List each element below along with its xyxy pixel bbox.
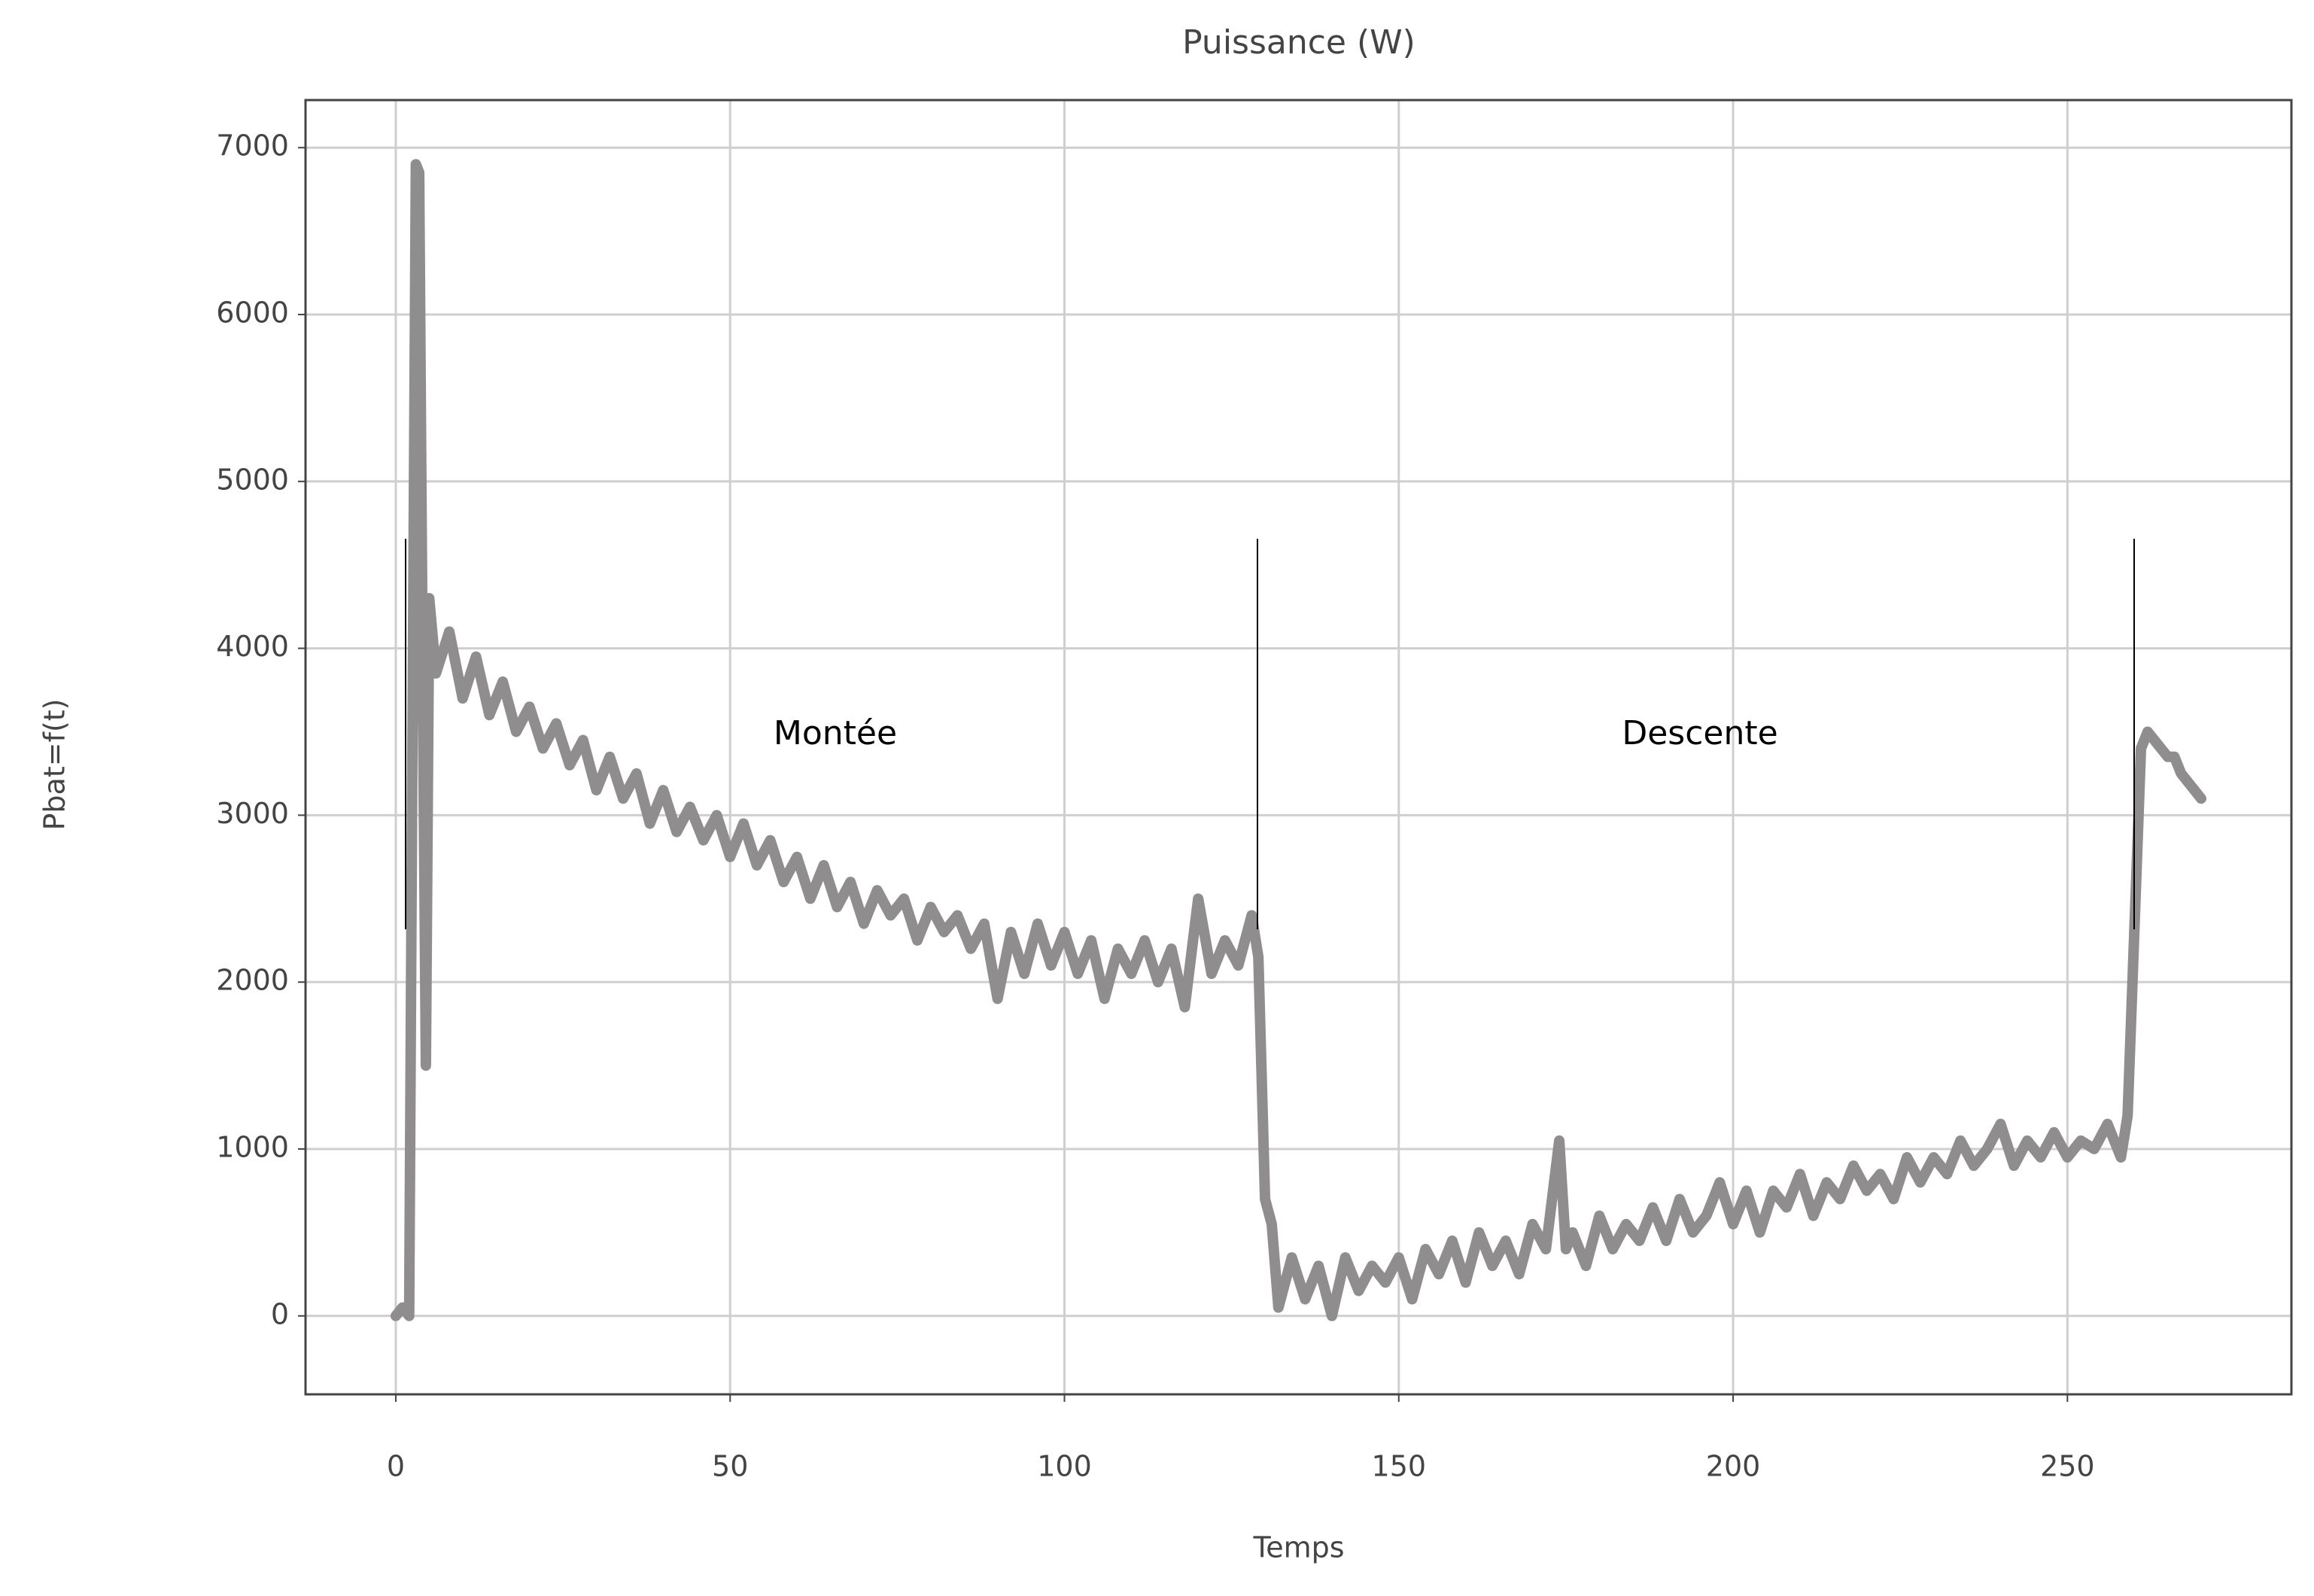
chart-title: Puissance (W) (1182, 23, 1415, 62)
plot-frame (304, 99, 2293, 1396)
x-tick-label: 150 (1372, 1450, 1427, 1483)
x-tick-label: 250 (2040, 1450, 2095, 1483)
y-tick-label: 1000 (216, 1130, 289, 1163)
y-tick-label: 2000 (216, 964, 289, 997)
annotation: Descente (1622, 714, 1777, 752)
y-tick-label: 3000 (216, 797, 289, 830)
annotation: Montée (774, 714, 897, 752)
y-tick-label: 5000 (216, 463, 289, 496)
y-tick-label: 7000 (216, 129, 289, 163)
data-line (390, 159, 2207, 1321)
y-tick-label: 4000 (216, 630, 289, 663)
y-tick-label: 6000 (216, 296, 289, 330)
x-tick-label: 100 (1037, 1450, 1092, 1483)
x-tick-label: 0 (387, 1450, 405, 1483)
y-axis-label: Pbat=f(t) (38, 699, 71, 831)
x-tick-label: 200 (1706, 1450, 1761, 1483)
y-tick-label: 0 (271, 1297, 289, 1330)
x-axis-label: Temps (1252, 1531, 1344, 1564)
x-tick-label: 50 (712, 1450, 748, 1483)
